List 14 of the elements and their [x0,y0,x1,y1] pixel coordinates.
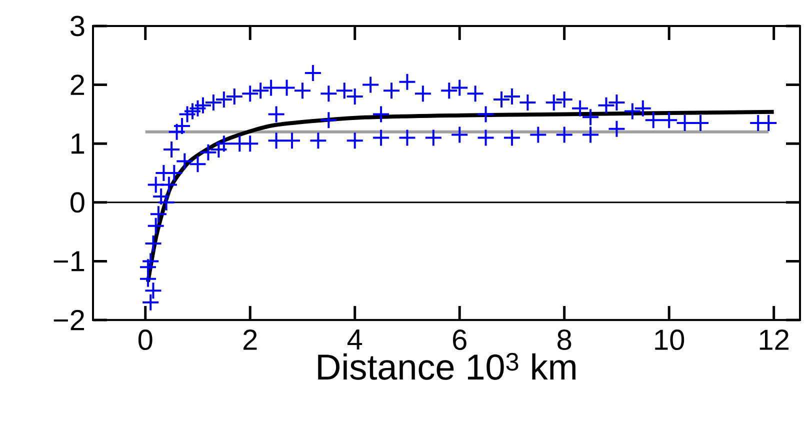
y-tick-label: −2 [54,310,84,330]
y-tick-label: 3 [70,16,84,36]
x-tick-label: 0 [138,330,152,350]
x-tick-label: 8 [558,330,572,350]
x-axis-title: Distance 10$^{3}$ km [318,352,576,380]
x-tick-label: 12 [760,330,788,350]
x-tick-label: 10 [655,330,684,350]
y-tick-label: −1 [54,251,84,272]
x-tick-label: 4 [347,330,362,350]
x-tick-label: 2 [244,330,257,350]
y-tick-label: 0 [70,192,84,213]
y-tick-label: 1 [72,134,84,154]
x-tick-label: 6 [453,330,466,350]
y-tick-label: 2 [70,74,84,95]
